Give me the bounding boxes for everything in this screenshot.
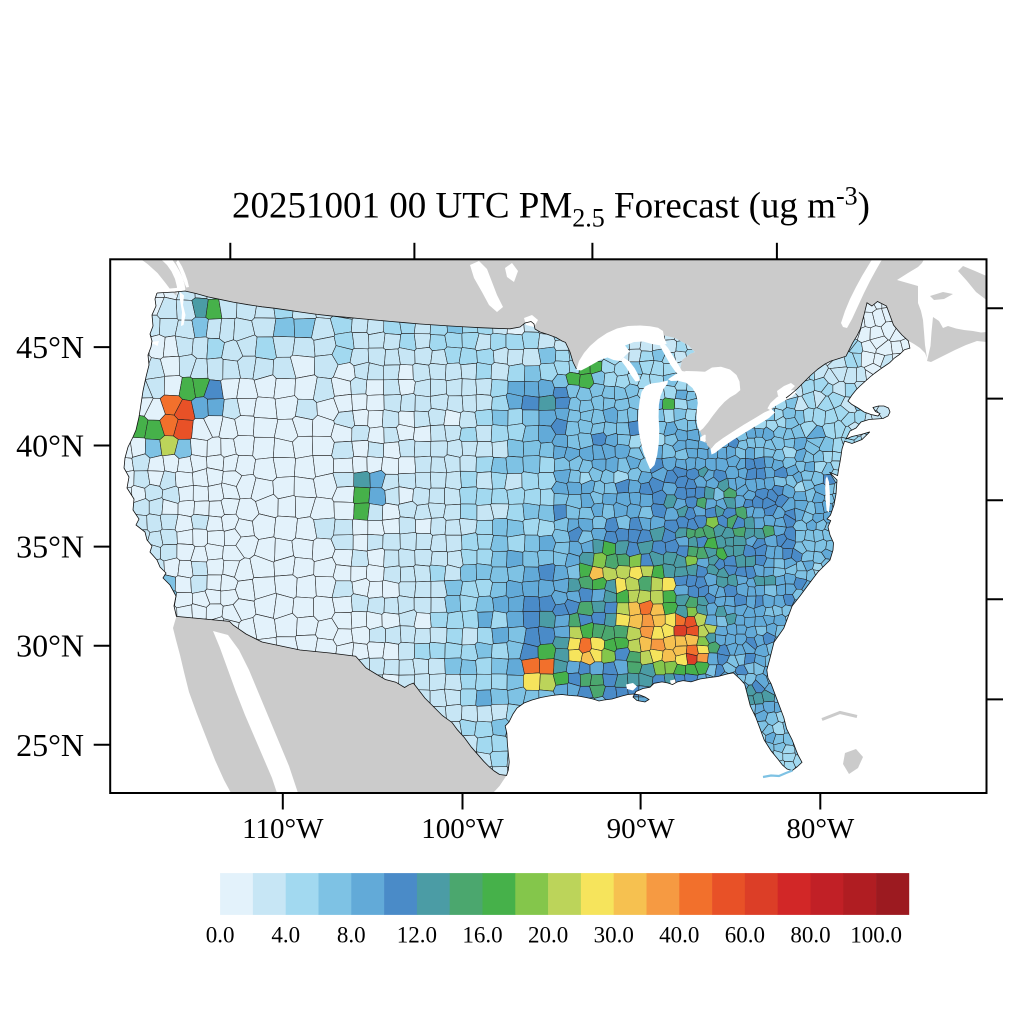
svg-text:4.0: 4.0 [271,923,300,948]
svg-text:90°W: 90°W [607,813,676,845]
svg-text:100.0: 100.0 [850,923,902,948]
svg-text:80°W: 80°W [786,813,855,845]
svg-text:35°N: 35°N [16,529,84,565]
svg-text:60.0: 60.0 [725,923,765,948]
svg-text:0.0: 0.0 [206,923,235,948]
svg-text:20251001 00 UTC PM2.5 Forecast: 20251001 00 UTC PM2.5 Forecast (ug m-3) [232,182,870,233]
svg-text:40.0: 40.0 [659,923,699,948]
svg-text:25°N: 25°N [16,727,84,763]
svg-text:16.0: 16.0 [462,923,502,948]
svg-text:80.0: 80.0 [790,923,830,948]
svg-text:110°W: 110°W [242,813,324,845]
svg-text:8.0: 8.0 [337,923,366,948]
svg-text:20.0: 20.0 [528,923,568,948]
svg-text:45°N: 45°N [16,329,84,365]
svg-text:12.0: 12.0 [397,923,437,948]
svg-text:40°N: 40°N [16,428,84,464]
svg-text:30.0: 30.0 [594,923,634,948]
svg-text:100°W: 100°W [421,813,504,845]
svg-text:30°N: 30°N [16,628,84,664]
